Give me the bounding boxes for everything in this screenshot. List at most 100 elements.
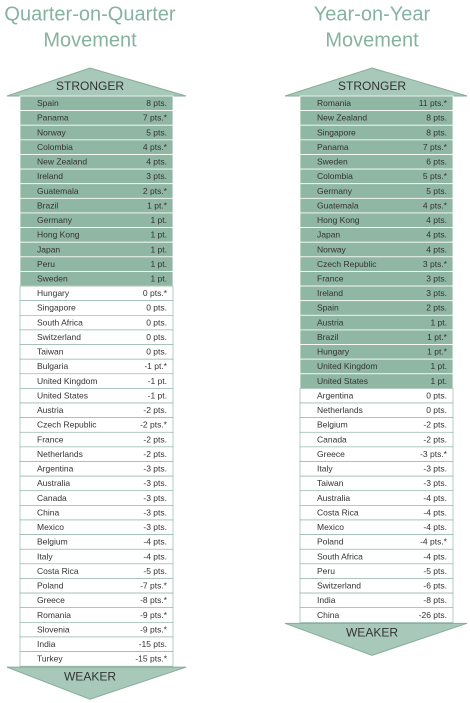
movement-value: -4 pts. bbox=[143, 537, 167, 547]
movement-value: -3 pts. bbox=[423, 478, 447, 488]
country-name: Belgium bbox=[37, 537, 68, 547]
movement-value: -1 pt.* bbox=[144, 361, 167, 371]
country-name: Taiwan bbox=[37, 347, 64, 357]
country-name: Hong Kong bbox=[317, 215, 360, 225]
country-name: United Kingdom bbox=[37, 376, 97, 386]
country-name: Bulgaria bbox=[37, 361, 68, 371]
country-name: Brazil bbox=[317, 332, 338, 342]
movement-value: 0 pts. bbox=[426, 405, 447, 415]
movement-value: 8 pts. bbox=[146, 98, 167, 108]
country-name: South Africa bbox=[317, 551, 363, 561]
country-name: Italy bbox=[317, 464, 333, 474]
movement-value: -7 pts.* bbox=[140, 581, 168, 591]
movement-value: -3 pts. bbox=[143, 478, 167, 488]
movement-value: -9 pts.* bbox=[140, 610, 168, 620]
country-name: Singapore bbox=[317, 127, 356, 137]
country-name: Ireland bbox=[37, 171, 63, 181]
movement-value: 1 pt. bbox=[430, 361, 447, 371]
country-name: Sweden bbox=[317, 157, 348, 167]
country-name: Peru bbox=[37, 259, 55, 269]
movement-value: -4 pts. bbox=[423, 522, 447, 532]
country-name: Greece bbox=[37, 595, 65, 605]
movement-value: 1 pt. bbox=[150, 230, 167, 240]
country-name: Hungary bbox=[37, 288, 70, 298]
country-name: Canada bbox=[37, 493, 67, 503]
arrow-down bbox=[6, 666, 187, 700]
movement-value: 4 pts. bbox=[146, 157, 167, 167]
country-name: Hungary bbox=[317, 347, 350, 357]
country-name: Czech Republic bbox=[37, 420, 97, 430]
country-name: Argentina bbox=[317, 390, 354, 400]
panel-title: Quarter-on-Quarter bbox=[4, 3, 176, 25]
movement-value: 5 pts. bbox=[146, 127, 167, 137]
country-name: Netherlands bbox=[37, 449, 83, 459]
movement-value: 3 pts. bbox=[426, 288, 447, 298]
country-name: Guatemala bbox=[317, 200, 359, 210]
country-name: Australia bbox=[317, 493, 350, 503]
country-name: Argentina bbox=[37, 464, 74, 474]
movement-value: 8 pts. bbox=[426, 127, 447, 137]
country-name: India bbox=[37, 639, 56, 649]
country-name: Norway bbox=[37, 127, 67, 137]
country-name: New Zealand bbox=[317, 113, 367, 123]
movement-value: 1 pt.* bbox=[427, 332, 448, 342]
country-name: Poland bbox=[317, 537, 344, 547]
country-name: New Zealand bbox=[37, 157, 87, 167]
movement-value: 1 pt.* bbox=[147, 200, 168, 210]
movement-value: -2 pts. bbox=[143, 449, 167, 459]
arrow-label: WEAKER bbox=[64, 669, 116, 683]
country-name: Japan bbox=[317, 230, 340, 240]
movement-value: 0 pts.* bbox=[143, 288, 168, 298]
country-name: Switzerland bbox=[317, 581, 361, 591]
movement-value: -8 pts.* bbox=[140, 595, 168, 605]
movement-value: -4 pts. bbox=[423, 551, 447, 561]
panel-title: Year-on-Year bbox=[314, 3, 431, 25]
movement-value: 4 pts. bbox=[426, 215, 447, 225]
country-name: Spain bbox=[37, 98, 59, 108]
panel-title: Movement bbox=[325, 29, 419, 51]
movement-value: 4 pts.* bbox=[423, 200, 448, 210]
movement-value: -4 pts. bbox=[423, 493, 447, 503]
country-name: Austria bbox=[37, 405, 64, 415]
movement-value: 8 pts. bbox=[426, 113, 447, 123]
country-name: Germany bbox=[317, 186, 353, 196]
country-name: Colombia bbox=[317, 171, 353, 181]
country-name: China bbox=[317, 610, 339, 620]
movement-value: -3 pts.* bbox=[420, 449, 448, 459]
country-name: Spain bbox=[317, 303, 339, 313]
table-row bbox=[299, 607, 454, 623]
country-name: Switzerland bbox=[37, 332, 81, 342]
movement-value: -2 pts. bbox=[143, 405, 167, 415]
panel: Quarter-on-Quarter Movement STRONGER Spain 8… bbox=[4, 3, 187, 700]
country-name: Panama bbox=[317, 142, 349, 152]
country-name: United States bbox=[317, 376, 368, 386]
country-name: Mexico bbox=[317, 522, 344, 532]
movement-value: -9 pts.* bbox=[140, 624, 168, 634]
movement-value: 1 pt. bbox=[150, 274, 167, 284]
movement-value: 6 pts. bbox=[426, 157, 447, 167]
country-name: Peru bbox=[317, 566, 335, 576]
movement-value: 2 pts.* bbox=[143, 186, 168, 196]
movement-value: -3 pts. bbox=[143, 464, 167, 474]
arrow-down bbox=[284, 622, 468, 656]
movement-value: 3 pts. bbox=[146, 171, 167, 181]
movement-value: -3 pts. bbox=[143, 522, 167, 532]
country-name: Romania bbox=[37, 610, 71, 620]
movement-value: -2 pts. bbox=[423, 434, 447, 444]
movement-value: -15 pts.* bbox=[135, 654, 167, 664]
movement-value: -5 pts. bbox=[143, 566, 167, 576]
movement-value: 1 pt. bbox=[150, 244, 167, 254]
movement-value: -3 pts. bbox=[423, 464, 447, 474]
movement-value: 3 pts.* bbox=[423, 259, 448, 269]
country-name: Belgium bbox=[317, 420, 348, 430]
movement-value: 0 pts. bbox=[146, 347, 167, 357]
movement-value: -6 pts. bbox=[423, 581, 447, 591]
country-name: France bbox=[317, 274, 344, 284]
country-name: United Kingdom bbox=[317, 361, 377, 371]
movement-value: -1 pt. bbox=[148, 376, 167, 386]
movement-value: -5 pts. bbox=[423, 566, 447, 576]
movement-value: -4 pts. bbox=[143, 551, 167, 561]
country-name: Slovenia bbox=[37, 624, 70, 634]
movement-value: 1 pt.* bbox=[427, 347, 448, 357]
